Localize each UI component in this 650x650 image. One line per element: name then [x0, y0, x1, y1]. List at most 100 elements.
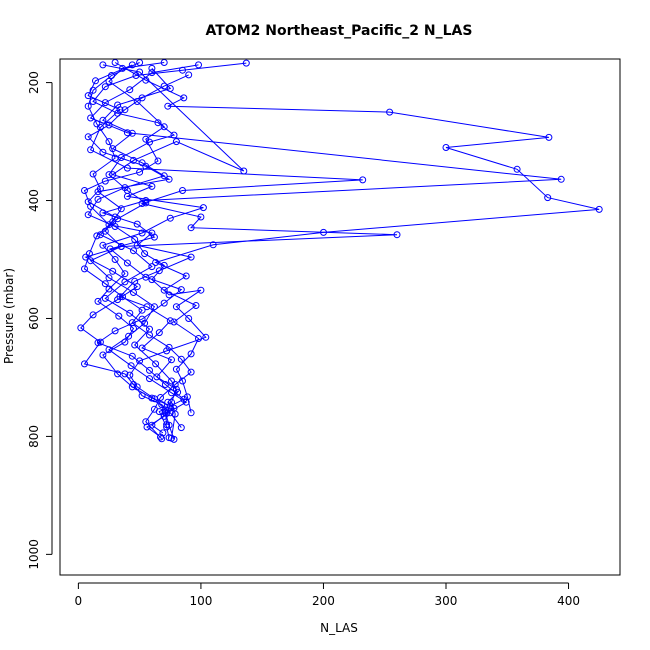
data-point — [545, 133, 553, 141]
data-point — [128, 383, 136, 391]
data-point — [154, 157, 162, 165]
data-point — [177, 355, 185, 363]
data-point — [386, 108, 394, 116]
data-point — [242, 59, 250, 67]
data-point — [131, 277, 139, 285]
data-point — [109, 267, 117, 275]
data-point — [99, 351, 107, 359]
series-line — [89, 64, 562, 438]
data-point — [128, 129, 136, 137]
data-point — [393, 231, 401, 239]
data-point — [101, 294, 109, 302]
data-point — [121, 184, 129, 192]
data-point — [152, 360, 160, 368]
data-point — [171, 410, 179, 418]
data-point — [94, 297, 102, 305]
data-point — [157, 433, 164, 441]
data-point — [148, 229, 156, 237]
data-point — [161, 406, 169, 414]
data-point — [359, 176, 367, 184]
data-point — [133, 220, 141, 228]
data-point — [442, 144, 450, 151]
data-point — [170, 318, 178, 326]
data-point — [94, 188, 102, 196]
series-line — [97, 64, 245, 438]
data-point — [166, 85, 174, 92]
x-tick-label: 400 — [557, 594, 580, 608]
data-point — [142, 418, 150, 426]
data-point — [87, 146, 95, 154]
data-point — [138, 306, 146, 314]
data-point — [136, 68, 144, 76]
data-point — [168, 398, 175, 406]
x-tick-label: 200 — [312, 594, 335, 608]
data-point — [160, 123, 168, 131]
data-point — [89, 86, 97, 94]
data-point — [155, 267, 163, 275]
data-point — [155, 329, 163, 337]
data-point — [544, 194, 552, 202]
data-point — [127, 362, 135, 370]
data-point — [513, 165, 521, 173]
data-point — [81, 265, 88, 273]
data-point — [85, 250, 93, 258]
data-point — [180, 94, 188, 102]
data-point — [172, 365, 180, 373]
data-point — [595, 205, 603, 213]
data-point — [165, 291, 173, 299]
data-point — [128, 352, 136, 360]
data-point — [89, 311, 97, 319]
data-point — [183, 393, 191, 401]
data-point — [168, 356, 175, 364]
data-point — [111, 327, 119, 335]
data-point — [180, 395, 188, 403]
data-point — [154, 119, 162, 127]
data-point — [81, 187, 88, 194]
data-point — [158, 435, 166, 443]
y-tick-label: 400 — [27, 189, 41, 212]
data-point — [111, 223, 119, 230]
data-point — [148, 263, 156, 271]
data-point — [163, 347, 171, 355]
data-point — [77, 324, 85, 332]
x-tick-label: 0 — [75, 594, 83, 608]
data-point — [121, 370, 129, 378]
data-point — [171, 381, 179, 388]
data-point — [121, 270, 129, 278]
data-point — [101, 99, 109, 107]
data-point — [150, 395, 158, 403]
data-point — [101, 83, 109, 91]
data-point — [168, 434, 175, 442]
data-point — [136, 357, 144, 365]
series-line — [114, 62, 600, 413]
data-point — [164, 102, 172, 110]
data-point — [125, 332, 133, 340]
data-point — [150, 405, 158, 413]
data-point — [128, 61, 136, 69]
data-point — [117, 205, 125, 213]
data-point — [166, 317, 174, 325]
data-point — [160, 286, 168, 294]
data-point — [160, 412, 168, 420]
data-point — [166, 402, 174, 410]
series-6 — [94, 61, 248, 441]
data-point — [126, 86, 134, 94]
data-point — [168, 377, 175, 385]
series-7 — [81, 59, 195, 442]
data-point — [81, 360, 88, 368]
data-point — [148, 64, 156, 72]
data-point — [557, 175, 565, 183]
series-3 — [111, 59, 603, 417]
data-point — [101, 280, 109, 288]
y-tick-label: 800 — [27, 425, 41, 448]
data-point — [163, 421, 171, 429]
data-point — [199, 204, 207, 212]
data-point — [182, 272, 190, 280]
data-point — [160, 299, 168, 307]
data-point — [94, 339, 102, 347]
data-point — [187, 350, 195, 358]
data-point — [185, 71, 193, 79]
data-point — [148, 69, 156, 77]
data-point — [146, 331, 153, 339]
